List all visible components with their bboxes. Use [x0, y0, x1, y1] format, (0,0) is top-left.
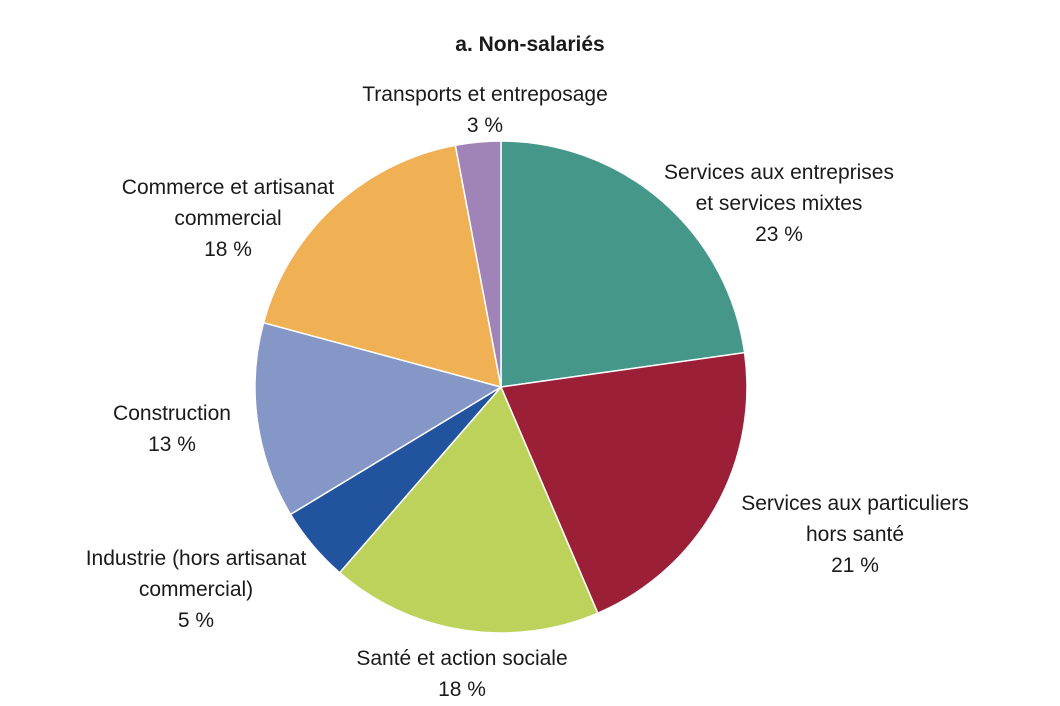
slice-value-label: 21 % — [831, 554, 879, 577]
slice-value-label: 18 % — [438, 678, 486, 701]
slice-category-label: Services aux particuliers — [741, 492, 969, 515]
slice-category-label: commercial) — [139, 578, 253, 601]
slice-label: Services aux entreprises et services mixt… — [664, 161, 894, 246]
pie-slice — [262, 144, 502, 389]
slice-category-label: Transports et entreposage — [362, 83, 608, 106]
slice-category-label: Construction — [113, 402, 231, 425]
slice-category-label: Industrie (hors artisanat — [86, 547, 307, 570]
pie-labels: Services aux entreprises et services mixt… — [86, 83, 969, 701]
slice-category-label: et services mixtes — [696, 192, 863, 215]
pie-slice — [338, 385, 599, 634]
pie-slice — [454, 140, 502, 388]
slice-label: Services aux particuliers hors santé 21 % — [741, 492, 969, 577]
slice-category-label: commercial — [174, 207, 281, 230]
slice-category-label: Services aux entreprises — [664, 161, 894, 184]
slice-label: Commerce et artisanat commercial 18 % — [122, 176, 335, 261]
chart-title: a. Non-salariés — [455, 33, 604, 56]
slice-label: Industrie (hors artisanat commercial) 5 % — [86, 547, 307, 632]
slice-category-label: hors santé — [806, 523, 904, 546]
pie-slice — [499, 351, 748, 615]
slice-label: Transports et entreposage 3 % — [362, 83, 608, 137]
slice-value-label: 5 % — [178, 609, 214, 632]
slice-category-label: Santé et action sociale — [356, 647, 567, 670]
slice-label: Construction 13 % — [113, 402, 231, 456]
slice-value-label: 13 % — [148, 433, 196, 456]
pie-slice — [500, 140, 746, 388]
pie-slices — [254, 140, 748, 634]
slice-category-label: Commerce et artisanat — [122, 176, 335, 199]
slice-label: Santé et action sociale 18 % — [356, 647, 567, 701]
slice-value-label: 18 % — [204, 238, 252, 261]
slice-value-label: 23 % — [755, 223, 803, 246]
slice-value-label: 3 % — [467, 114, 503, 137]
